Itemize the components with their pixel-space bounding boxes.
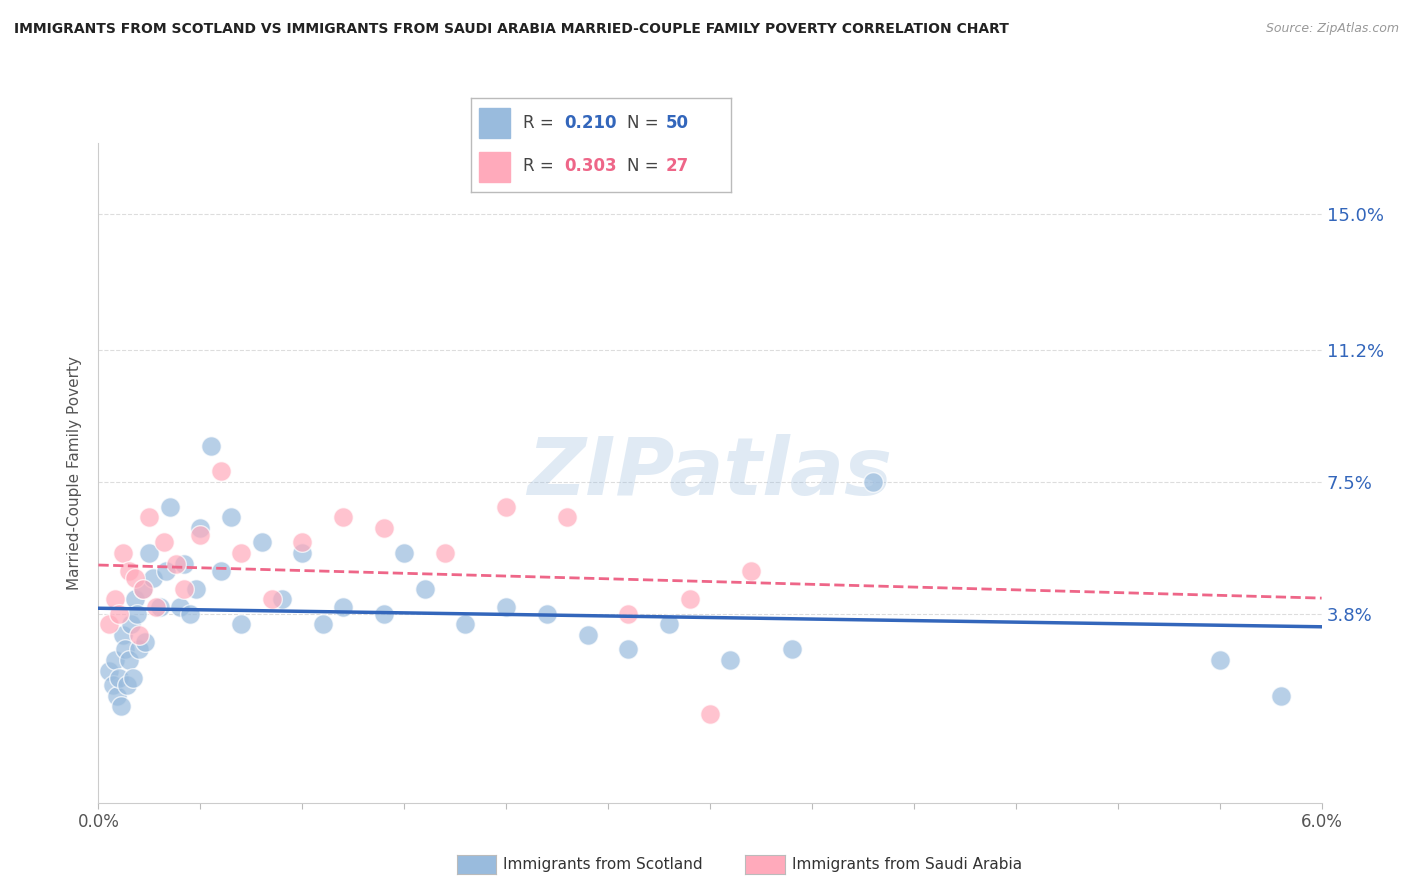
Point — [332, 599, 354, 614]
Text: 27: 27 — [666, 158, 689, 176]
Point — [142, 571, 165, 585]
Point — [188, 521, 212, 535]
Text: Immigrants from Saudi Arabia: Immigrants from Saudi Arabia — [792, 857, 1022, 871]
Point — [124, 571, 146, 585]
Text: 0.303: 0.303 — [565, 158, 617, 176]
Point — [555, 510, 579, 524]
Point — [159, 500, 181, 514]
Point — [132, 582, 155, 596]
Point — [495, 599, 517, 614]
Point — [108, 671, 131, 685]
Point — [138, 546, 160, 560]
Point — [188, 528, 212, 542]
Point — [101, 678, 124, 692]
Point — [108, 607, 131, 621]
Point — [200, 439, 222, 453]
Point — [658, 617, 681, 632]
Text: N =: N = — [627, 158, 664, 176]
Point — [115, 678, 138, 692]
Text: 0.210: 0.210 — [565, 114, 617, 132]
Text: Immigrants from Scotland: Immigrants from Scotland — [503, 857, 703, 871]
Text: R =: R = — [523, 114, 560, 132]
Point — [173, 582, 195, 596]
Point — [118, 653, 141, 667]
Point — [127, 607, 149, 621]
Text: N =: N = — [627, 114, 664, 132]
Point — [311, 617, 335, 632]
Point — [413, 582, 436, 596]
Point — [678, 592, 700, 607]
Point — [104, 653, 127, 667]
Point — [149, 599, 172, 614]
Point — [122, 671, 145, 685]
Point — [250, 535, 273, 549]
Point — [536, 607, 558, 621]
Point — [495, 500, 517, 514]
Point — [373, 607, 395, 621]
Point — [105, 689, 128, 703]
Point — [617, 642, 640, 657]
Point — [209, 564, 232, 578]
Point — [260, 592, 283, 607]
Point — [291, 535, 314, 549]
Point — [699, 706, 721, 721]
Point — [128, 628, 150, 642]
Point — [219, 510, 242, 524]
Point — [291, 546, 314, 560]
Point — [229, 617, 253, 632]
Bar — [479, 109, 510, 138]
Bar — [479, 153, 510, 183]
Point — [132, 582, 155, 596]
Point — [97, 664, 120, 678]
Text: 50: 50 — [666, 114, 689, 132]
Point — [128, 642, 150, 657]
Point — [433, 546, 456, 560]
Point — [1208, 653, 1230, 667]
Point — [718, 653, 742, 667]
Point — [155, 564, 177, 578]
Point — [97, 617, 120, 632]
Point — [1270, 689, 1292, 703]
Point — [111, 628, 134, 642]
Point — [111, 546, 134, 560]
Point — [209, 464, 232, 478]
Point — [165, 557, 187, 571]
Point — [270, 592, 292, 607]
Text: ZIPatlas: ZIPatlas — [527, 434, 893, 512]
Point — [152, 535, 174, 549]
Point — [138, 510, 160, 524]
Point — [134, 635, 156, 649]
Point — [104, 592, 127, 607]
Point — [780, 642, 803, 657]
Point — [229, 546, 253, 560]
Point — [124, 592, 146, 607]
Point — [173, 557, 195, 571]
Point — [120, 617, 142, 632]
Point — [118, 564, 141, 578]
Point — [392, 546, 416, 560]
Point — [179, 607, 201, 621]
Point — [454, 617, 477, 632]
Point — [332, 510, 354, 524]
Text: Source: ZipAtlas.com: Source: ZipAtlas.com — [1265, 22, 1399, 36]
Point — [740, 564, 762, 578]
Point — [110, 699, 132, 714]
Point — [114, 642, 136, 657]
Point — [169, 599, 191, 614]
Point — [576, 628, 599, 642]
Point — [145, 599, 167, 614]
Y-axis label: Married-Couple Family Poverty: Married-Couple Family Poverty — [67, 356, 83, 590]
Point — [617, 607, 640, 621]
Text: R =: R = — [523, 158, 560, 176]
Point — [862, 475, 884, 489]
Point — [373, 521, 395, 535]
Point — [186, 582, 208, 596]
Text: IMMIGRANTS FROM SCOTLAND VS IMMIGRANTS FROM SAUDI ARABIA MARRIED-COUPLE FAMILY P: IMMIGRANTS FROM SCOTLAND VS IMMIGRANTS F… — [14, 22, 1010, 37]
